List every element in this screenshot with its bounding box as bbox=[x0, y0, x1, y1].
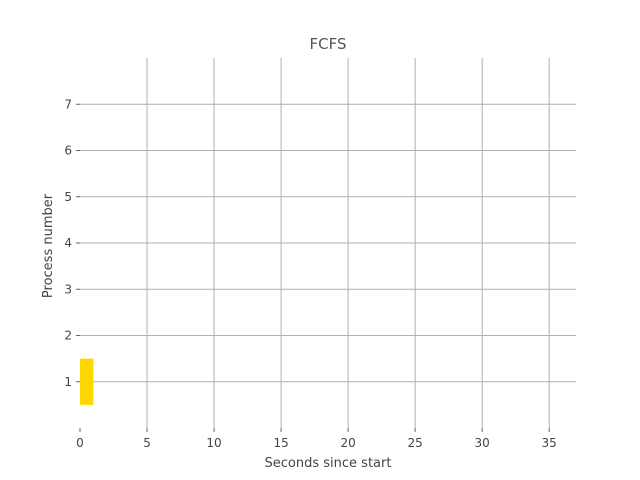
process-bar bbox=[80, 358, 94, 405]
y-tick-label: 7 bbox=[64, 97, 72, 111]
x-tick-label: 30 bbox=[475, 436, 490, 450]
x-tick-label: 10 bbox=[206, 436, 221, 450]
chart-title: FCFS bbox=[310, 35, 347, 53]
x-tick-label: 35 bbox=[542, 436, 557, 450]
grid-lines bbox=[80, 58, 576, 428]
y-tick-label: 4 bbox=[64, 236, 72, 250]
y-tick-label: 6 bbox=[64, 144, 72, 158]
x-tick-label: 0 bbox=[76, 436, 84, 450]
bars bbox=[80, 358, 94, 405]
y-tick-label: 5 bbox=[64, 190, 72, 204]
y-axis-ticks: 1 2 3 4 5 6 7 bbox=[64, 97, 80, 389]
x-axis-ticks: 0 5 10 15 20 25 30 35 bbox=[76, 428, 557, 450]
y-axis-label: Process number bbox=[41, 193, 56, 298]
y-tick-label: 2 bbox=[64, 329, 72, 343]
x-axis-label: Seconds since start bbox=[265, 456, 392, 471]
x-tick-label: 25 bbox=[407, 436, 422, 450]
y-tick-label: 1 bbox=[64, 375, 72, 389]
x-tick-label: 20 bbox=[340, 436, 355, 450]
x-tick-label: 5 bbox=[143, 436, 151, 450]
x-tick-label: 15 bbox=[273, 436, 288, 450]
y-tick-label: 3 bbox=[64, 282, 72, 296]
